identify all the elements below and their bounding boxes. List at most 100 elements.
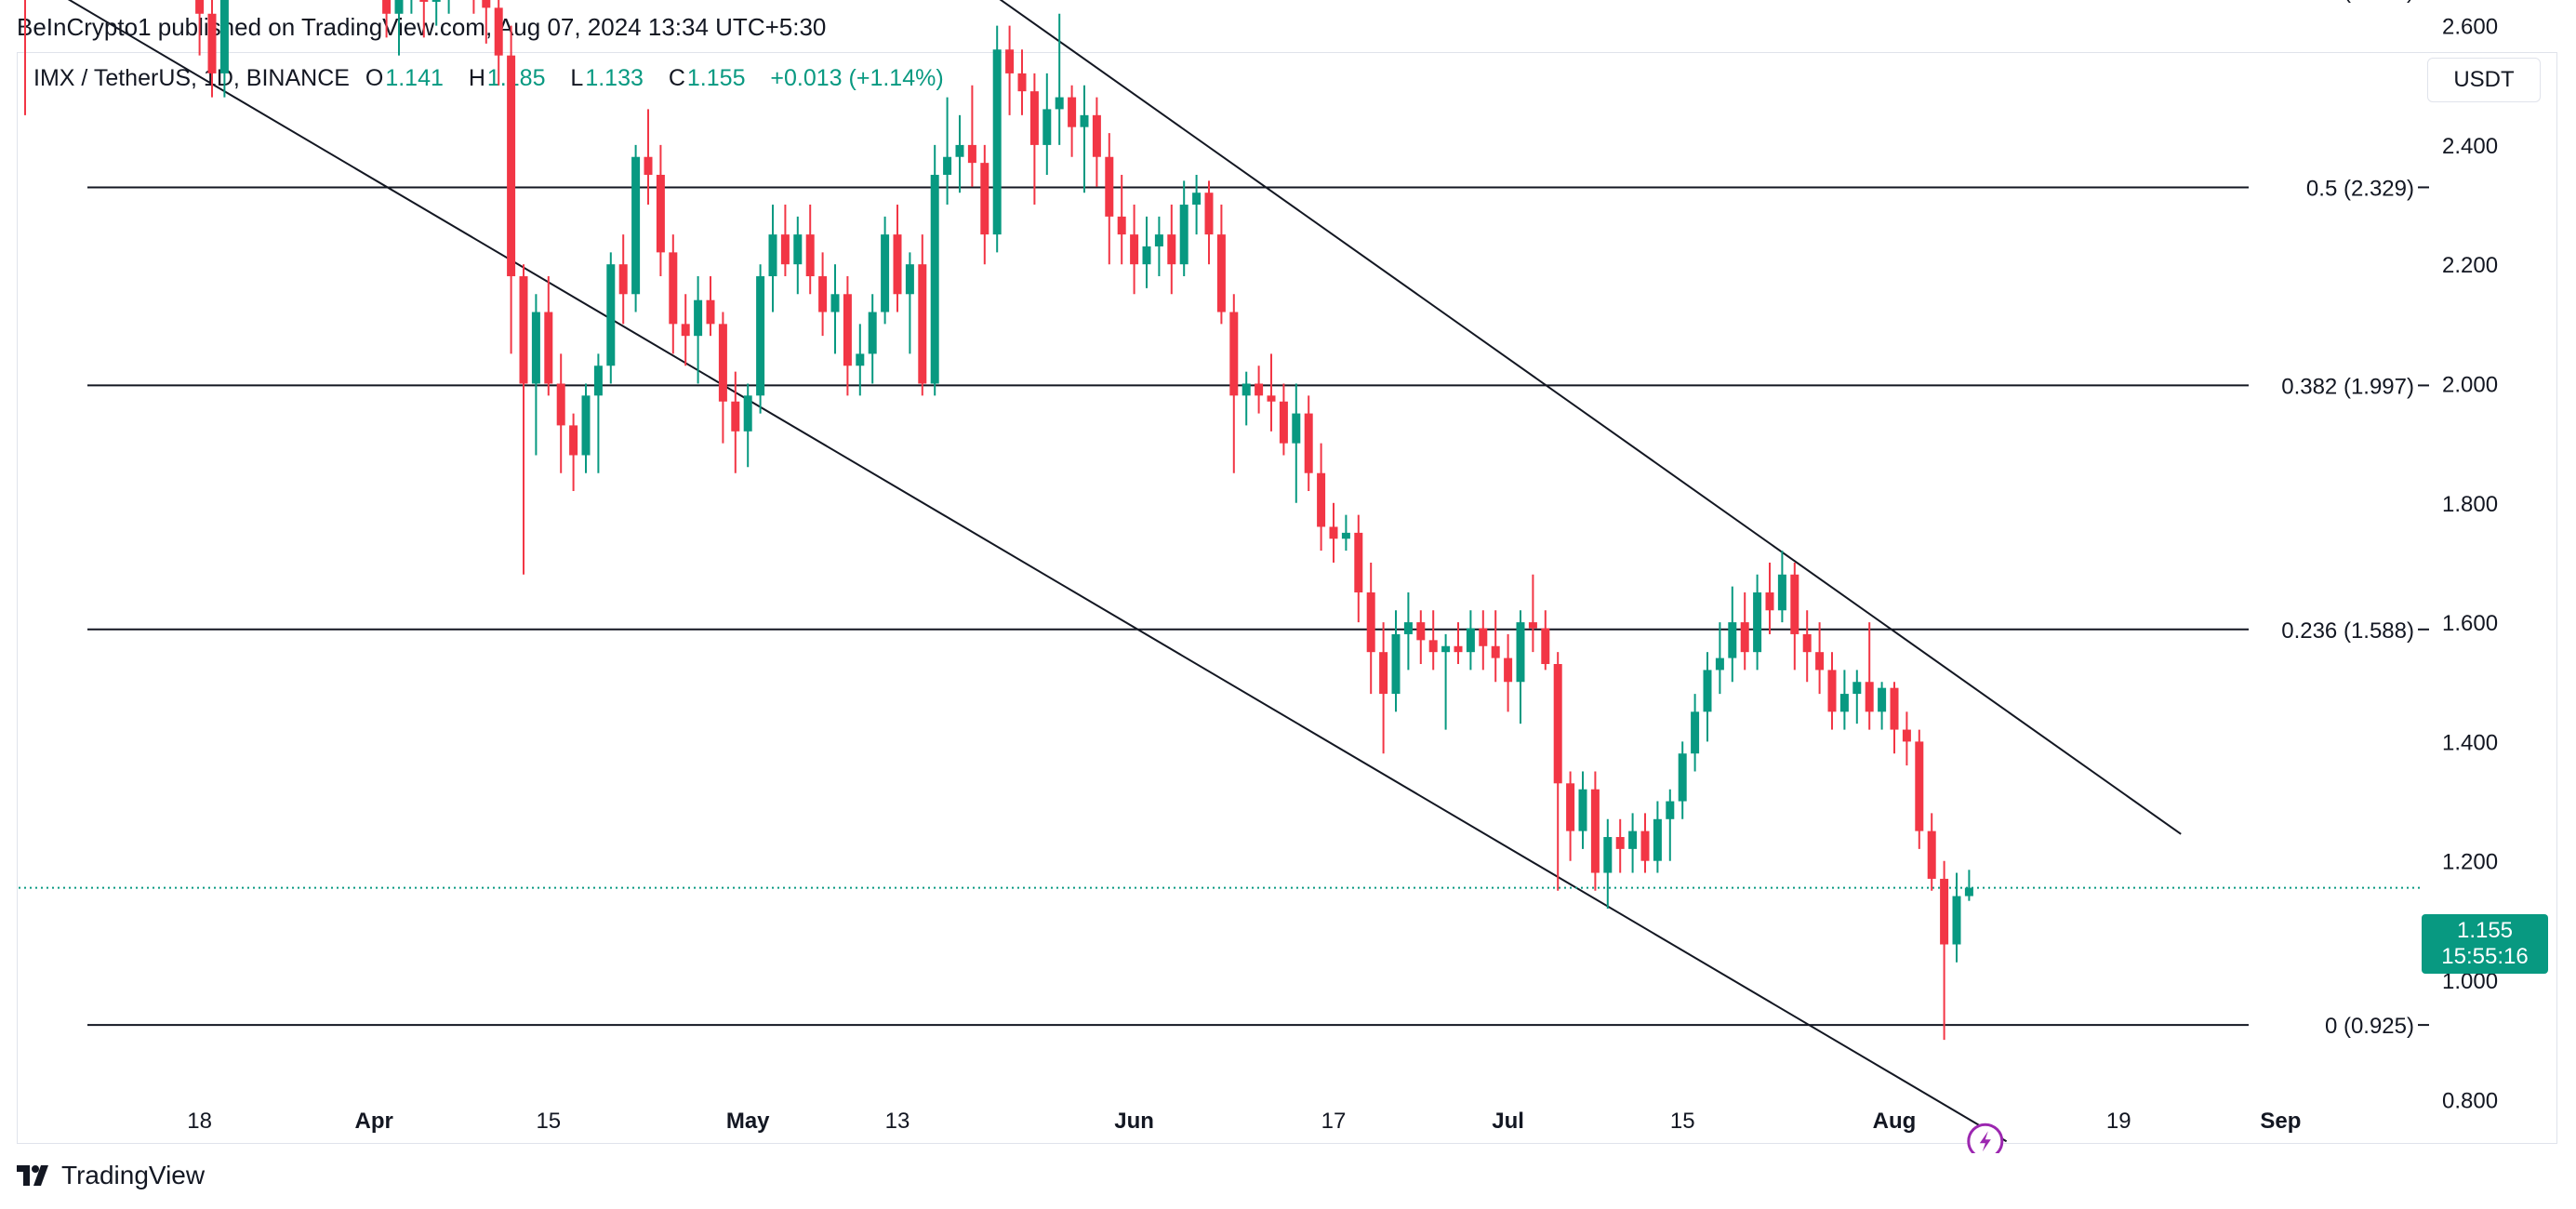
event-marker-icon: [1967, 1123, 2004, 1153]
candle: [669, 234, 678, 354]
candle: [1528, 574, 1537, 653]
candle: [1317, 443, 1326, 551]
x-tick-label: 15: [536, 1109, 561, 1134]
candle-body: [1753, 592, 1762, 653]
candle-body: [1329, 526, 1338, 539]
candle-body: [556, 383, 565, 426]
candle-body: [1777, 574, 1786, 611]
candle-body: [1827, 670, 1837, 712]
fib-level-label: 0.618 (2.660): [2281, 0, 2414, 4]
candle: [1902, 711, 1911, 766]
candle: [1005, 25, 1015, 115]
candle-body: [195, 0, 205, 14]
candle-body: [868, 312, 877, 354]
candle-body: [531, 312, 540, 384]
candle-body: [669, 252, 678, 325]
candle: [1578, 771, 1587, 849]
candle-body: [656, 174, 665, 253]
candle: [1229, 294, 1239, 473]
publisher-line: BeInCrypto1 published on TradingView.com…: [17, 13, 827, 41]
candle: [881, 216, 890, 325]
candle: [1117, 174, 1126, 265]
candle-body: [918, 264, 927, 384]
candle: [1777, 551, 1786, 623]
candle-body: [793, 234, 803, 265]
candle: [1516, 610, 1525, 724]
candle-body: [743, 395, 752, 432]
candle-body: [1154, 234, 1163, 246]
candle-body: [1640, 830, 1650, 861]
candle-body: [1304, 413, 1313, 473]
candle: [1566, 771, 1575, 861]
candle-body: [1802, 633, 1812, 653]
change-value: +0.013 (+1.14%): [770, 65, 944, 91]
candle: [1466, 610, 1475, 671]
currency-button[interactable]: USDT: [2427, 58, 2541, 102]
candle: [893, 205, 902, 312]
candle: [1865, 622, 1874, 730]
candle-body: [1765, 592, 1774, 611]
candle: [1815, 622, 1825, 695]
candle-body: [1541, 628, 1550, 665]
candle-body: [1105, 156, 1114, 217]
candle: [1354, 514, 1363, 623]
candle-body: [1678, 753, 1687, 802]
candle-body: [494, 7, 503, 56]
candle: [843, 276, 852, 396]
candle-body: [1267, 395, 1276, 402]
candle: [618, 234, 628, 325]
candle-body: [1666, 801, 1675, 819]
candle-body: [1615, 837, 1625, 849]
chart-frame: [17, 52, 2557, 1144]
candle-body: [1216, 234, 1226, 312]
candle: [1068, 85, 1077, 157]
candle: [1590, 771, 1600, 891]
candle: [756, 264, 765, 414]
candle: [1216, 205, 1226, 325]
candle-body: [419, 0, 429, 2]
candle: [410, 0, 413, 14]
candle-body: [1516, 622, 1525, 683]
candle: [1403, 592, 1413, 671]
candle-body: [1590, 789, 1600, 873]
open-label: O: [365, 65, 384, 91]
candle-body: [631, 156, 641, 295]
candle-body: [1728, 622, 1737, 658]
candle-body: [943, 156, 952, 175]
candle: [569, 413, 578, 491]
candle: [1204, 180, 1214, 265]
trend-channel-lower-line: [67, 0, 2008, 1143]
candle-body: [1192, 193, 1202, 206]
candle: [943, 97, 952, 206]
candle-body: [1628, 830, 1638, 849]
candle-body: [1130, 234, 1139, 265]
candle: [1927, 813, 1936, 891]
current-price-value: 1.155: [2456, 918, 2514, 943]
price-chart[interactable]: 0.8001.0001.2001.4001.6001.8002.0002.200…: [0, 0, 2576, 1153]
y-tick-label: 1.200: [2442, 850, 2498, 875]
candle: [1964, 870, 1973, 901]
candle: [1416, 610, 1426, 665]
candle-body: [881, 234, 890, 312]
candle: [1666, 789, 1675, 861]
x-tick-label: Sep: [2260, 1109, 2301, 1134]
candle-body: [1964, 887, 1973, 897]
candle: [394, 0, 404, 56]
high-value: 1.185: [486, 65, 546, 91]
candle-body: [1242, 383, 1251, 396]
candle-countdown: 15:55:16: [2441, 944, 2529, 969]
candle: [793, 216, 803, 295]
high-label: H: [468, 65, 485, 91]
tradingview-brand[interactable]: TradingView: [17, 1161, 205, 1190]
candle-body: [1092, 114, 1101, 157]
candle: [1728, 586, 1737, 683]
candle: [1179, 180, 1188, 277]
candle: [743, 383, 752, 468]
candle-body: [1416, 622, 1426, 641]
candle-body: [593, 365, 603, 396]
x-tick-label: Aug: [1873, 1109, 1917, 1134]
candle: [1703, 652, 1712, 742]
low-label: L: [570, 65, 584, 91]
candle-body: [1454, 645, 1463, 653]
candle-body: [1317, 472, 1326, 527]
